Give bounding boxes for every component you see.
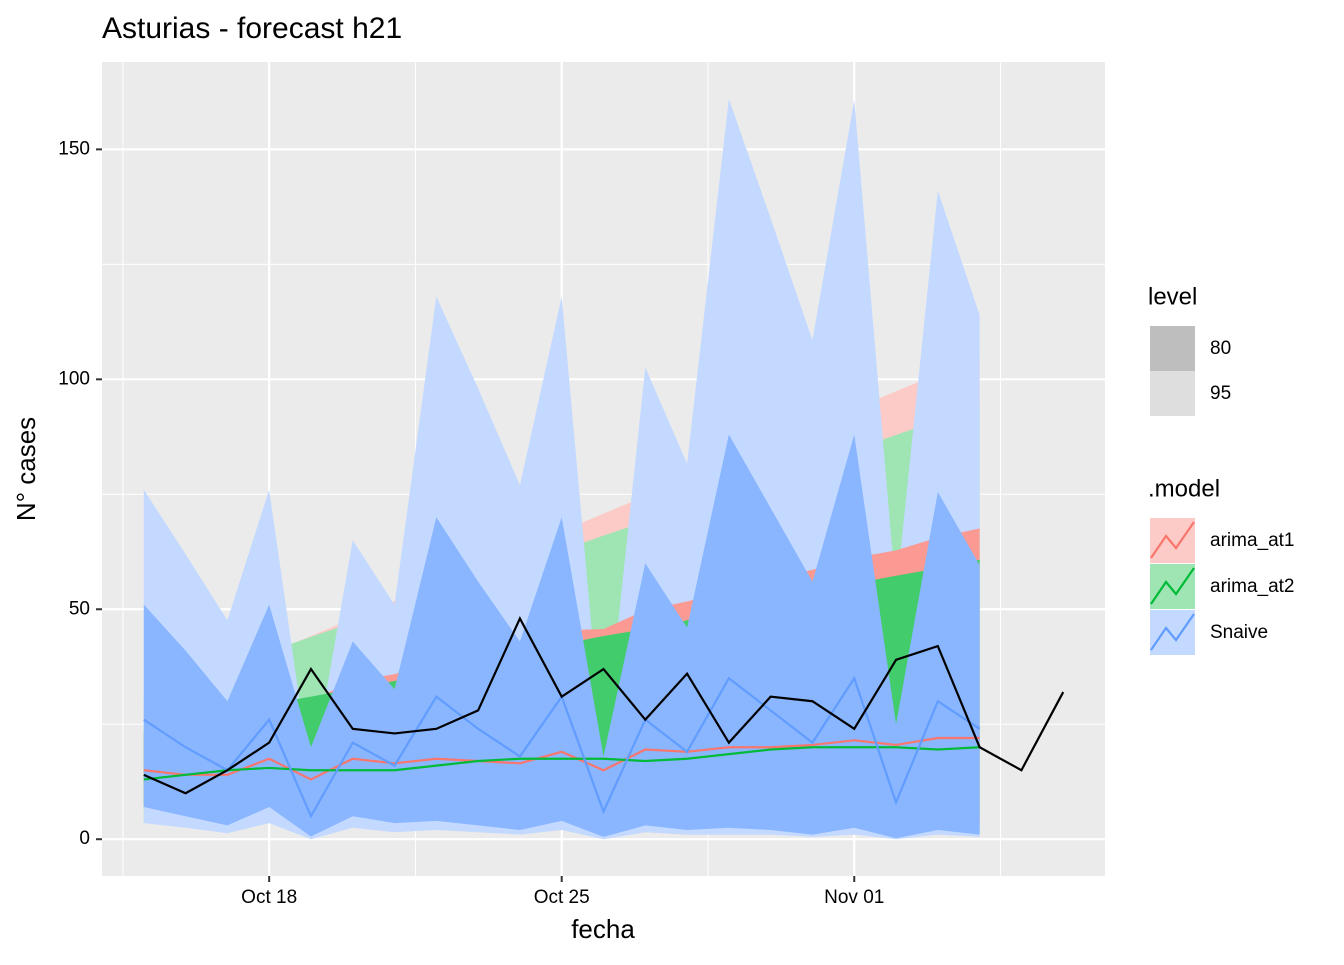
legend-swatch (1150, 564, 1195, 609)
y-tick-label: 100 (58, 368, 90, 389)
legend-title: .model (1148, 475, 1220, 502)
legend-swatch (1150, 371, 1195, 416)
interval-band (143, 434, 980, 839)
actual-line (143, 615, 1065, 795)
legend-label: Snaive (1210, 622, 1268, 643)
forecast-line (143, 746, 980, 781)
y-tick-label: 50 (69, 598, 90, 619)
y-tick-label: 150 (58, 138, 90, 159)
legend-title: level (1148, 283, 1197, 310)
legend-label: arima_at2 (1210, 576, 1295, 597)
y-axis-label: N° cases (11, 417, 41, 521)
forecast-line (143, 736, 980, 781)
y-tick-label: 0 (79, 828, 90, 849)
legend-swatch (1150, 610, 1195, 655)
x-tick-label: Oct 25 (534, 887, 590, 908)
chart-title: Asturias - forecast h21 (102, 12, 402, 45)
legend-key (1150, 567, 1195, 605)
legend-swatch (1150, 326, 1195, 371)
legend-label: 95 (1210, 383, 1231, 404)
legend-swatch (1150, 518, 1195, 563)
x-axis-label: fecha (571, 914, 635, 944)
legend-key (1150, 521, 1195, 559)
legend-label: 80 (1210, 338, 1231, 359)
x-tick-label: Nov 01 (824, 887, 884, 908)
legend-label: arima_at1 (1210, 530, 1295, 551)
x-tick-label: Oct 18 (241, 887, 297, 908)
legend-key (1150, 613, 1195, 651)
